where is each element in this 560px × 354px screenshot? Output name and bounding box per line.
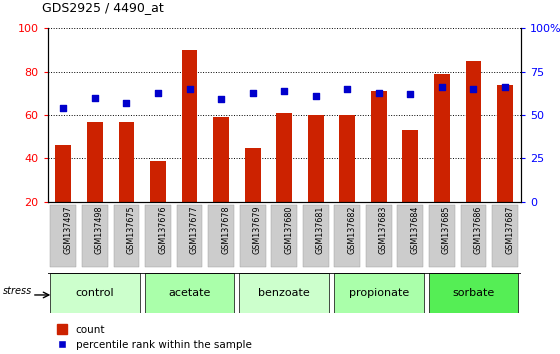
Text: benzoate: benzoate [258, 288, 310, 298]
FancyBboxPatch shape [145, 205, 171, 267]
FancyBboxPatch shape [50, 273, 139, 313]
Bar [150, 161, 166, 202]
Text: GSM137678: GSM137678 [221, 205, 230, 254]
Text: sorbate: sorbate [452, 288, 494, 298]
Bar [403, 130, 418, 202]
Bar [181, 50, 198, 202]
Text: GSM137684: GSM137684 [410, 205, 419, 253]
Bar [497, 85, 513, 202]
Point [343, 86, 352, 92]
Point [248, 90, 257, 95]
Point [153, 90, 162, 95]
Point [437, 85, 446, 90]
Point [279, 88, 289, 93]
Text: GSM137682: GSM137682 [347, 205, 356, 254]
Bar [119, 121, 134, 202]
Text: GSM137686: GSM137686 [473, 205, 483, 253]
Point [501, 85, 510, 90]
FancyBboxPatch shape [429, 273, 518, 313]
Text: GSM137498: GSM137498 [95, 205, 104, 254]
Bar [245, 148, 260, 202]
FancyBboxPatch shape [334, 205, 360, 267]
Text: GSM137687: GSM137687 [505, 205, 514, 254]
FancyBboxPatch shape [398, 205, 423, 267]
FancyBboxPatch shape [303, 205, 329, 267]
Bar [213, 117, 229, 202]
Text: GDS2925 / 4490_at: GDS2925 / 4490_at [42, 1, 164, 14]
FancyBboxPatch shape [240, 205, 265, 267]
Text: GSM137679: GSM137679 [253, 205, 262, 254]
Text: GSM137681: GSM137681 [316, 205, 325, 253]
Bar [276, 113, 292, 202]
Text: propionate: propionate [349, 288, 409, 298]
Text: GSM137677: GSM137677 [189, 205, 199, 254]
Text: acetate: acetate [169, 288, 211, 298]
Text: control: control [76, 288, 114, 298]
Point [59, 105, 68, 111]
FancyBboxPatch shape [82, 205, 108, 267]
Legend: count, percentile rank within the sample: count, percentile rank within the sample [53, 320, 256, 354]
Bar [434, 74, 450, 202]
Point [122, 100, 131, 106]
Bar [465, 61, 482, 202]
Point [469, 86, 478, 92]
Text: GSM137497: GSM137497 [63, 205, 72, 254]
Point [185, 86, 194, 92]
Text: stress: stress [3, 286, 32, 296]
FancyBboxPatch shape [366, 205, 392, 267]
Point [406, 91, 415, 97]
FancyBboxPatch shape [176, 205, 203, 267]
Point [374, 90, 383, 95]
FancyBboxPatch shape [240, 273, 329, 313]
Text: GSM137680: GSM137680 [284, 205, 293, 253]
Text: GSM137685: GSM137685 [442, 205, 451, 254]
FancyBboxPatch shape [334, 273, 423, 313]
FancyBboxPatch shape [429, 205, 455, 267]
FancyBboxPatch shape [114, 205, 139, 267]
Bar [371, 91, 387, 202]
FancyBboxPatch shape [208, 205, 234, 267]
Point [311, 93, 320, 99]
FancyBboxPatch shape [460, 205, 487, 267]
Text: GSM137683: GSM137683 [379, 205, 388, 253]
Bar [339, 115, 355, 202]
FancyBboxPatch shape [50, 205, 76, 267]
FancyBboxPatch shape [145, 273, 234, 313]
Bar [87, 121, 103, 202]
Point [90, 95, 100, 101]
FancyBboxPatch shape [271, 205, 297, 267]
FancyBboxPatch shape [492, 205, 518, 267]
Point [217, 97, 226, 102]
Bar [55, 145, 71, 202]
Text: GSM137675: GSM137675 [127, 205, 136, 254]
Text: GSM137676: GSM137676 [158, 205, 167, 254]
Bar [308, 115, 324, 202]
